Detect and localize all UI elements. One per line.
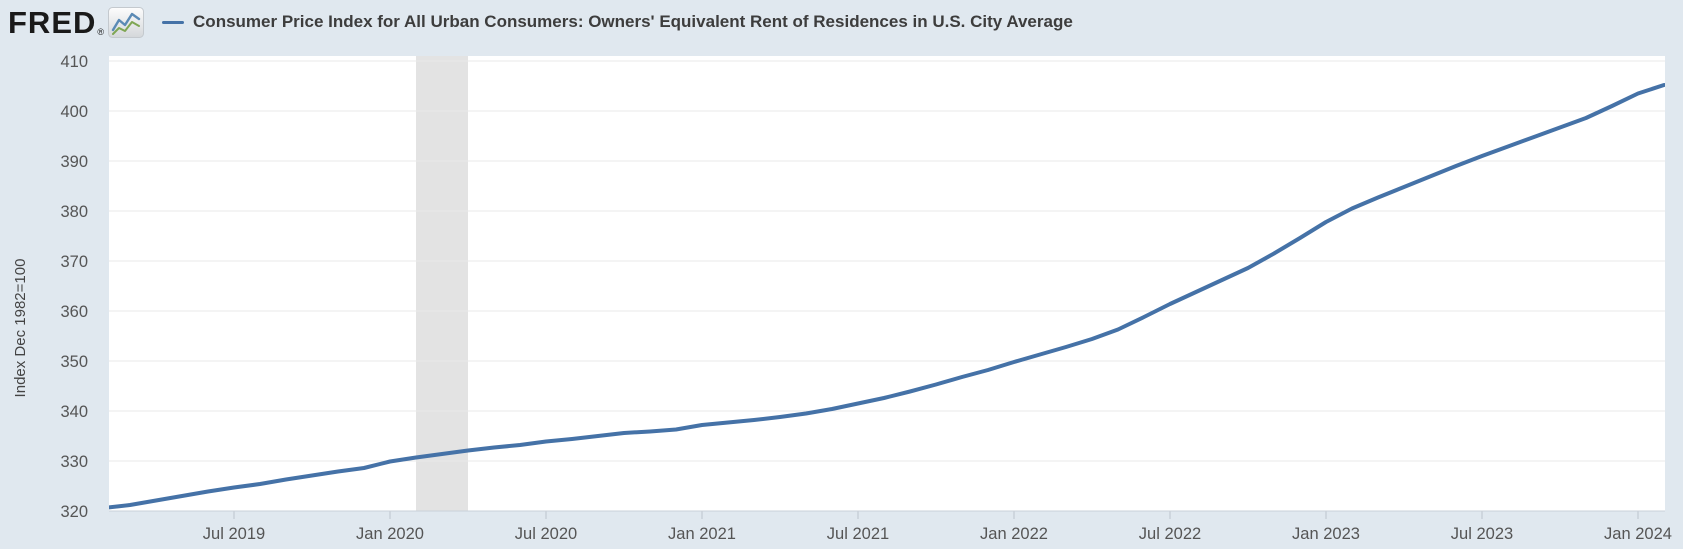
y-tick-label: 400: [60, 103, 88, 121]
y-tick-label: 340: [60, 403, 88, 421]
chart-header: FRED ® Consumer Price Index for All Urba…: [0, 0, 1683, 44]
fred-graph-icon: [108, 6, 145, 38]
y-tick-label: 380: [60, 203, 88, 221]
y-tick-label: 350: [60, 353, 88, 371]
chart-area: Index Dec 1982=100 320 330 340 350 360 370 380…: [0, 44, 1683, 544]
x-tick-label: Jul 2020: [515, 525, 577, 543]
x-tick-label: Jul 2021: [827, 525, 889, 543]
recession-shading: [416, 56, 468, 511]
plot-area[interactable]: [109, 56, 1665, 511]
y-tick-label: 370: [60, 253, 88, 271]
x-tick-label: Jul 2019: [203, 525, 265, 543]
y-tick-label: 410: [60, 53, 88, 71]
y-tick-label: 360: [60, 303, 88, 321]
series-line: [109, 83, 1665, 510]
legend-line-marker: [162, 20, 185, 24]
x-tick-label: Jul 2022: [1139, 525, 1201, 543]
x-tick-label: Jan 2024: [1604, 525, 1672, 543]
y-tick-label: 330: [60, 453, 88, 471]
series-title: Consumer Price Index for All Urban Consu…: [193, 12, 1073, 31]
x-tick-label: Jan 2023: [1292, 525, 1360, 543]
registered-trademark: ®: [97, 26, 105, 37]
y-axis-title: Index Dec 1982=100: [12, 258, 29, 398]
y-tick-label: 320: [60, 503, 88, 521]
x-tick-label: Jan 2020: [356, 525, 424, 543]
x-tick-label: Jan 2022: [980, 525, 1048, 543]
y-tick-label: 390: [60, 153, 88, 171]
x-tick-label: Jul 2023: [1451, 525, 1513, 543]
fred-logo[interactable]: FRED ®: [8, 4, 145, 40]
x-tick-label: Jan 2021: [668, 525, 736, 543]
fred-logo-text: FRED: [8, 4, 97, 40]
chart-canvas[interactable]: 320 330 340 350 360 370 380 390 400 410 Jul 2019 Ja…: [0, 44, 1683, 544]
